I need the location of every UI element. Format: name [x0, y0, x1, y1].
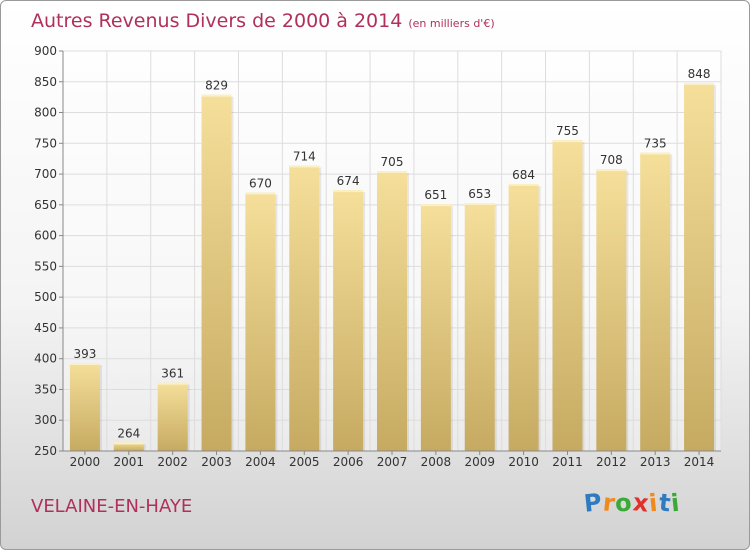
bar-highlight [552, 140, 583, 143]
y-tick-label: 750 [34, 136, 57, 150]
bar-value-label: 651 [424, 188, 447, 202]
y-tick-label: 900 [34, 44, 57, 58]
bar-value-label: 264 [117, 426, 140, 440]
bar [157, 382, 188, 451]
bar-highlight [157, 382, 188, 385]
bar-value-label: 674 [337, 174, 360, 188]
bar [69, 363, 100, 451]
bar-highlight [113, 442, 144, 445]
bar [289, 165, 320, 451]
x-tick-label: 2005 [289, 455, 320, 469]
bar-highlight [420, 204, 451, 207]
bar-highlight [596, 169, 627, 172]
y-tick-label: 850 [34, 75, 57, 89]
bar-highlight [245, 192, 276, 195]
x-tick-label: 2010 [508, 455, 539, 469]
x-tick-label: 2008 [421, 455, 452, 469]
x-tick-label: 2006 [333, 455, 364, 469]
bar-value-label: 684 [512, 168, 535, 182]
bar-value-label: 393 [73, 347, 96, 361]
bar [596, 169, 627, 451]
y-tick-label: 350 [34, 382, 57, 396]
y-tick-label: 250 [34, 444, 57, 458]
bar [201, 94, 232, 451]
bar-value-label: 848 [688, 67, 711, 81]
bar-value-label: 708 [600, 153, 623, 167]
x-tick-label: 2011 [552, 455, 583, 469]
x-tick-label: 2009 [464, 455, 495, 469]
bar [377, 171, 407, 451]
bar-highlight [69, 363, 100, 365]
bar-value-label: 361 [161, 367, 184, 381]
chart-subtitle: (en milliers d'€) [408, 17, 495, 30]
bar-value-label: 653 [468, 187, 491, 201]
bar-value-label: 714 [293, 149, 316, 163]
x-tick-label: 2000 [70, 455, 101, 469]
bar [333, 190, 364, 452]
bar-value-label: 755 [556, 124, 579, 138]
x-tick-label: 2014 [684, 455, 715, 469]
y-tick-label: 400 [34, 352, 57, 366]
bar-value-label: 735 [644, 137, 667, 151]
y-tick-label: 450 [34, 321, 57, 335]
x-tick-label: 2012 [596, 455, 627, 469]
bar-highlight [201, 94, 232, 97]
y-tick-label: 300 [34, 413, 57, 427]
bar [464, 203, 495, 451]
y-tick-label: 600 [34, 229, 57, 243]
x-tick-label: 2007 [377, 455, 408, 469]
x-tick-label: 2013 [640, 455, 671, 469]
bar-value-label: 705 [381, 155, 404, 169]
bar [508, 183, 539, 451]
y-tick-label: 500 [34, 290, 57, 304]
y-tick-label: 650 [34, 198, 57, 212]
chart-title-line: Autres Revenus Divers de 2000 à 2014 (en … [31, 10, 495, 32]
logo-letter: i [669, 488, 682, 518]
bar-highlight [508, 183, 539, 186]
bar-highlight [333, 190, 364, 193]
bar-highlight [684, 83, 715, 85]
proxiti-logo: Proxiti [583, 488, 682, 518]
chart-title: Autres Revenus Divers de 2000 à 2014 [31, 10, 403, 32]
bar [420, 204, 451, 451]
location-label: VELAINE-EN-HAYE [31, 496, 193, 517]
x-tick-label: 2001 [114, 455, 145, 469]
y-tick-label: 550 [34, 259, 57, 273]
x-tick-label: 2002 [157, 455, 188, 469]
bar-highlight [640, 152, 671, 155]
bar [684, 83, 715, 451]
bar-highlight [289, 165, 320, 168]
bar [640, 152, 671, 452]
y-tick-label: 700 [34, 167, 57, 181]
bar [113, 442, 144, 451]
x-tick-label: 2004 [245, 455, 276, 469]
bars-layer [69, 83, 717, 452]
bar-highlight [464, 203, 495, 205]
bar-value-label: 670 [249, 177, 272, 191]
bar [245, 192, 276, 452]
bar-value-label: 829 [205, 79, 228, 93]
axis-layer: 250 300 350 400 450 500 550 600 650 700 750 800 850 9… [34, 44, 721, 469]
bar [552, 140, 583, 451]
x-tick-label: 2003 [201, 455, 232, 469]
bar-highlight [377, 171, 407, 173]
y-tick-label: 800 [34, 106, 57, 120]
